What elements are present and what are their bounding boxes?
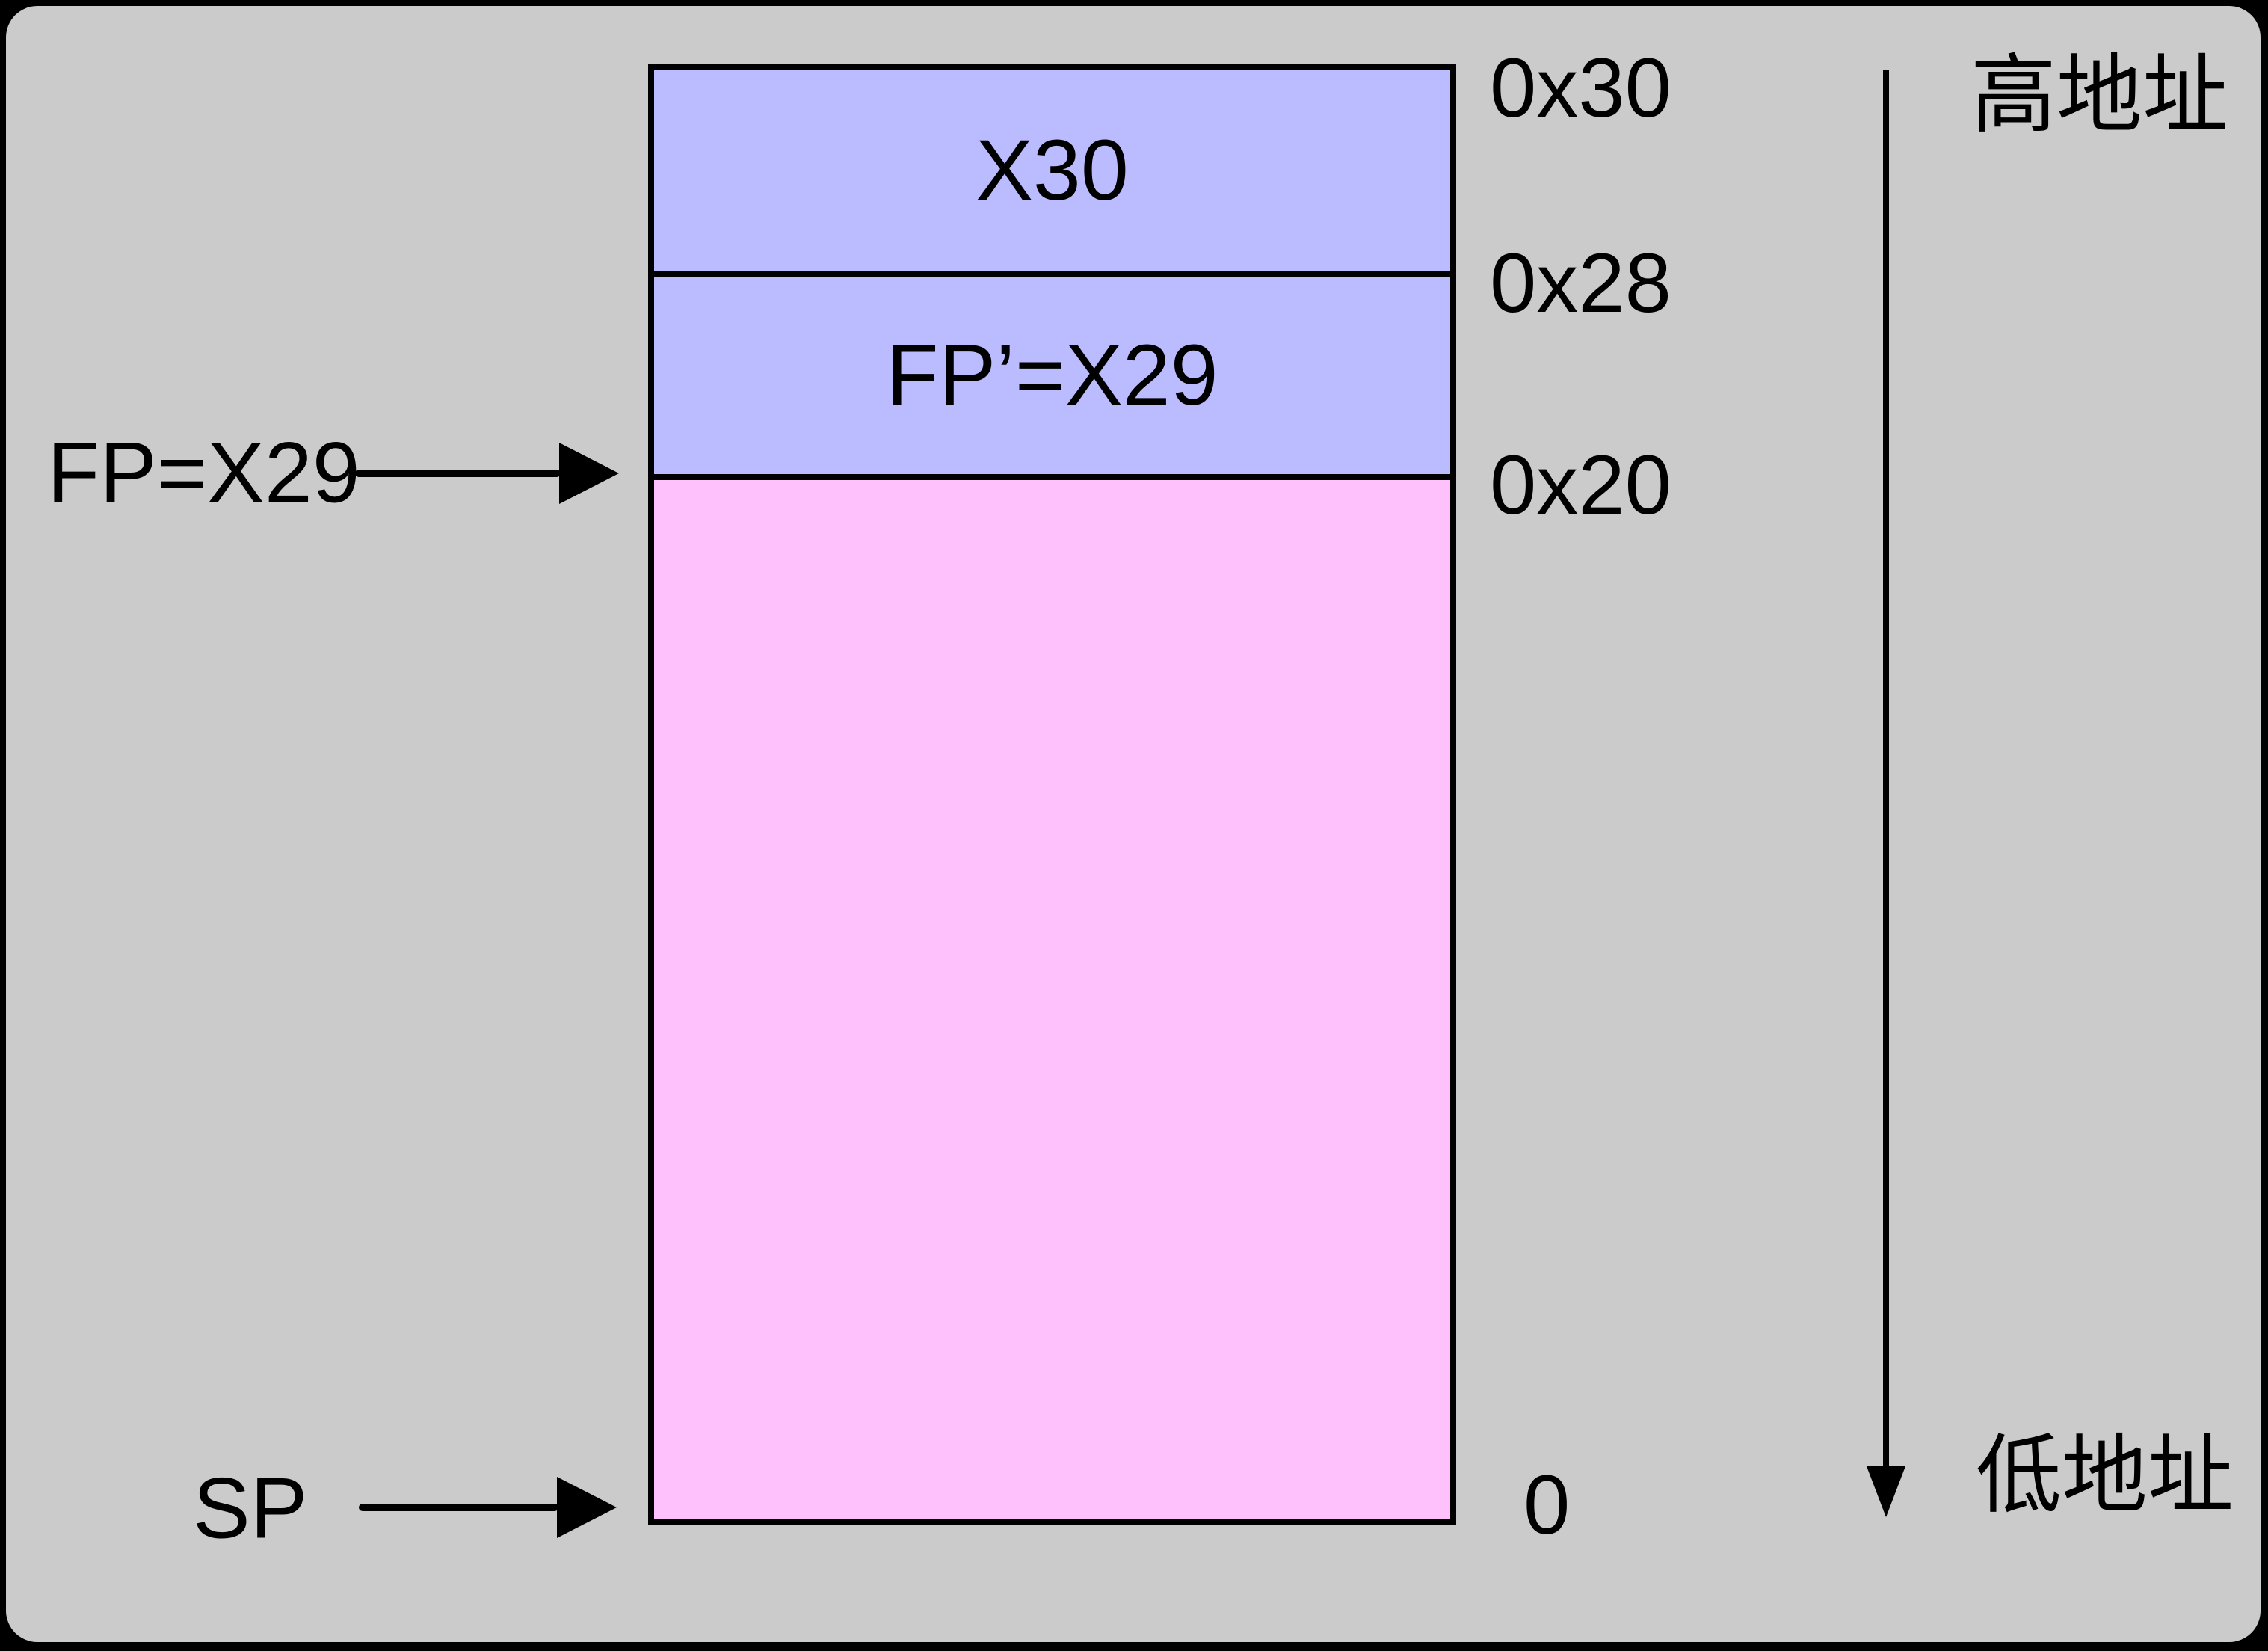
stack-cell-x30: X30 <box>654 70 1450 277</box>
low-address-label: 低地址 <box>1976 1427 2234 1524</box>
diagram-panel: X30 FP’=X29 0x30 0x28 0x20 0 FP=X29 SP 高… <box>6 6 2261 1642</box>
stack-cell-x30-label: X30 <box>976 122 1129 218</box>
sp-register-label: SP <box>193 1460 308 1557</box>
high-address-label: 高地址 <box>1970 47 2229 144</box>
sp-arrow-icon <box>557 1477 617 1538</box>
fp-register-label: FP=X29 <box>47 425 360 521</box>
stack-cell-saved-fp: FP’=X29 <box>654 277 1450 480</box>
stack-cell-saved-fp-label: FP’=X29 <box>886 327 1218 423</box>
fp-arrow-shaft <box>355 470 561 477</box>
address-label-0x28: 0x28 <box>1490 236 1671 330</box>
address-axis-arrow-shaft <box>1883 70 1889 1468</box>
down-arrow-icon <box>1867 1466 1905 1517</box>
address-label-0x30: 0x30 <box>1490 41 1671 135</box>
address-label-0: 0 <box>1523 1458 1571 1552</box>
stack-frame-box: X30 FP’=X29 <box>648 64 1456 1525</box>
stack-cell-locals <box>654 480 1450 1519</box>
fp-arrow-icon <box>559 443 619 504</box>
address-label-0x20: 0x20 <box>1490 438 1671 532</box>
sp-arrow-shaft <box>359 1504 558 1511</box>
